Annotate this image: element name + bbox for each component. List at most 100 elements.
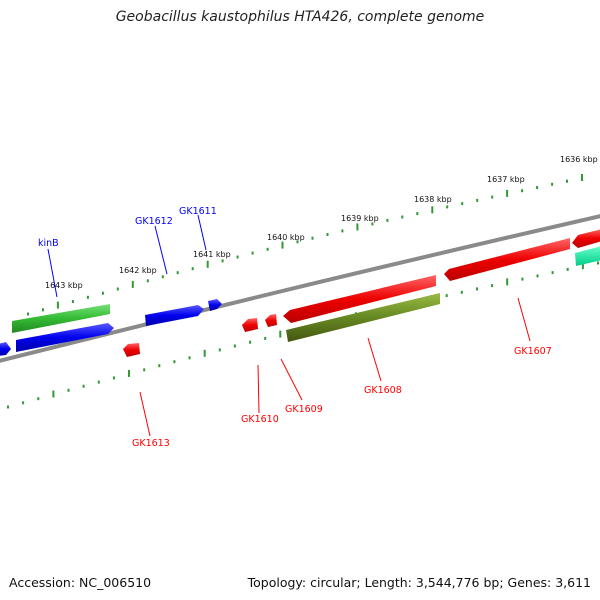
genome-title: Geobacillus kaustophilus HTA426, complet… [115,9,485,25]
gene-arrow-gk1608[interactable] [286,293,440,342]
scale-label-1642: 1642 kbp [119,266,157,275]
gene-arrow-gk1608-red[interactable] [283,275,436,323]
outer-major-tick [281,241,284,249]
outer-major-tick [506,189,509,197]
inner-minor-tick [249,340,252,344]
inner-minor-tick [22,401,25,405]
inner-minor-tick [173,360,176,364]
outer-minor-tick [27,312,29,316]
outer-minor-tick [521,189,524,193]
gene-label-gk1607[interactable]: GK1607 [514,346,552,357]
inner-minor-tick [7,405,9,409]
outer-minor-tick [86,295,89,299]
inner-minor-tick [188,356,191,360]
outer-minor-tick [251,251,254,255]
gene-label-gk1608[interactable]: GK1608 [364,385,402,396]
gene-labels: kinB GK1612 GK1611 GK1613 GK1610 GK1609 … [38,206,552,449]
gene-label-leaders [47,214,531,437]
inner-minor-tick [491,284,494,288]
gene-label-gk1609[interactable]: GK1609 [285,404,323,415]
gene-arrow-gk1610[interactable] [242,318,258,332]
outer-minor-tick [446,205,449,209]
inner-minor-tick [536,274,539,278]
outer-major-tick [56,301,59,309]
gene-label-gk1613[interactable]: GK1613 [132,438,170,449]
outer-minor-tick [146,279,149,283]
reverse-strand-genes [123,229,600,357]
gene-arrow-gk1611[interactable] [208,299,222,311]
outer-major-tick [356,223,359,231]
outer-minor-tick [551,182,554,186]
outer-minor-tick [326,233,329,236]
outer-minor-tick [266,247,269,251]
scale-label-1640: 1640 kbp [267,233,305,242]
outer-minor-tick [536,186,539,189]
inner-major-tick [506,278,509,286]
genome-stats-text: Topology: circular; Length: 3,544,776 bp… [247,575,591,590]
inner-minor-tick [112,376,115,380]
outer-minor-tick [566,179,568,183]
outer-major-tick [431,206,434,214]
gene-arrow-partial-teal[interactable] [575,246,600,266]
inner-minor-tick [97,380,100,384]
outer-minor-tick [116,287,119,291]
outer-minor-tick [371,222,374,226]
outer-minor-tick [311,236,314,240]
inner-minor-tick [597,261,599,265]
outer-minor-tick [461,202,464,206]
gene-label-kinb[interactable]: kinB [38,238,59,249]
scale-labels: 1636 kbp 1637 kbp 1638 kbp 1639 kbp 1640… [45,155,598,290]
outer-minor-tick [101,291,104,295]
inner-minor-tick [67,388,70,392]
inner-minor-tick [551,271,554,275]
gene-arrow-gk1612[interactable] [145,305,204,326]
backbone-ring [0,214,600,363]
outer-major-tick [131,280,134,288]
inner-major-tick [581,262,584,270]
gene-label-gk1610[interactable]: GK1610 [241,414,279,425]
inner-minor-tick [143,368,146,372]
gene-arrow-kinb[interactable] [12,304,110,333]
outer-minor-tick [386,218,389,222]
inner-minor-tick [82,384,85,388]
outer-minor-tick [161,275,164,279]
inner-minor-tick [476,287,478,291]
gene-arrow-gk1609[interactable] [265,314,277,327]
outer-minor-tick [42,308,44,312]
gene-arrow-gk1607[interactable] [444,238,570,281]
inner-minor-tick [233,344,236,348]
scale-label-1639: 1639 kbp [341,214,379,223]
outer-minor-tick [191,267,194,271]
outer-minor-tick [341,229,344,233]
outer-major-tick [581,174,583,181]
inner-minor-tick [521,277,524,281]
gene-label-gk1612[interactable]: GK1612 [135,216,173,227]
inner-major-tick [279,330,282,338]
outer-minor-tick [416,212,419,216]
gene-arrow-gk1613[interactable] [123,343,140,357]
scale-label-1636: 1636 kbp [560,155,598,164]
outer-minor-tick [176,271,179,275]
gene-label-gk1611[interactable]: GK1611 [179,206,217,217]
inner-minor-tick [460,290,463,294]
inner-minor-tick [566,267,569,271]
inner-minor-tick [445,294,448,298]
gene-arrow-left-edge[interactable] [0,342,11,356]
inner-minor-tick [218,348,221,352]
outer-tick-marks [27,174,583,316]
gene-arrow-blue-long[interactable] [16,323,114,352]
outer-minor-tick [401,215,404,219]
scale-label-1641: 1641 kbp [193,250,231,259]
outer-minor-tick [296,240,299,244]
outer-minor-tick [236,255,239,259]
scale-label-1638: 1638 kbp [414,195,452,204]
inner-major-tick [128,369,130,377]
forward-strand-genes [0,246,600,356]
inner-minor-tick [264,336,267,340]
outer-minor-tick [71,300,74,303]
inner-major-tick [203,349,206,357]
gene-arrow-right-edge[interactable] [572,229,600,248]
inner-major-tick [52,390,55,398]
scale-label-1637: 1637 kbp [487,175,525,184]
